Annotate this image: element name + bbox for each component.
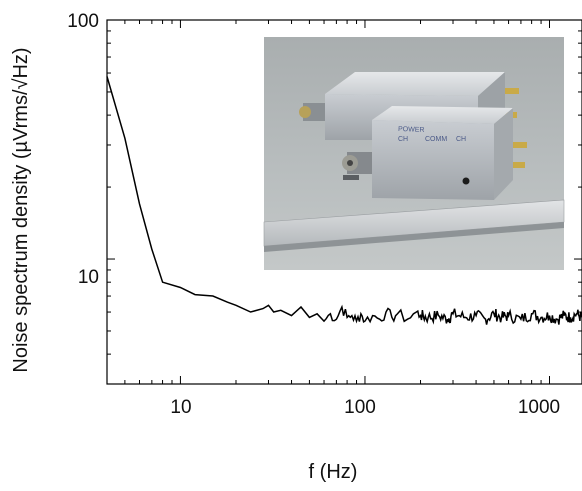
x-axis-ticks [106,20,551,384]
inset-label-comm: COMM [425,136,447,143]
inset-label-ch1: CH [398,136,408,143]
x-axis-label: f (Hz) [309,461,358,483]
front-amplifier-box-image: POWER CH COMM CH [342,106,527,200]
x-tick-label-100: 100 [344,397,376,418]
inset-photo: POWER CH COMM CH [263,37,565,270]
inset-label-ch2: CH [456,136,466,143]
y-axis-ticks [107,19,582,385]
y-tick-label-10: 10 [78,267,99,288]
x-tick-label-10: 10 [170,397,191,418]
y-axis-label: Noise spectrum density (µVrms/√Hz) [10,47,32,372]
noise-spectrum-series-line [106,76,582,325]
plot-frame [106,19,582,385]
x-tick-label-1000: 1000 [518,397,560,418]
inset-label-power: POWER [398,126,425,134]
y-tick-label-100: 100 [67,11,99,32]
